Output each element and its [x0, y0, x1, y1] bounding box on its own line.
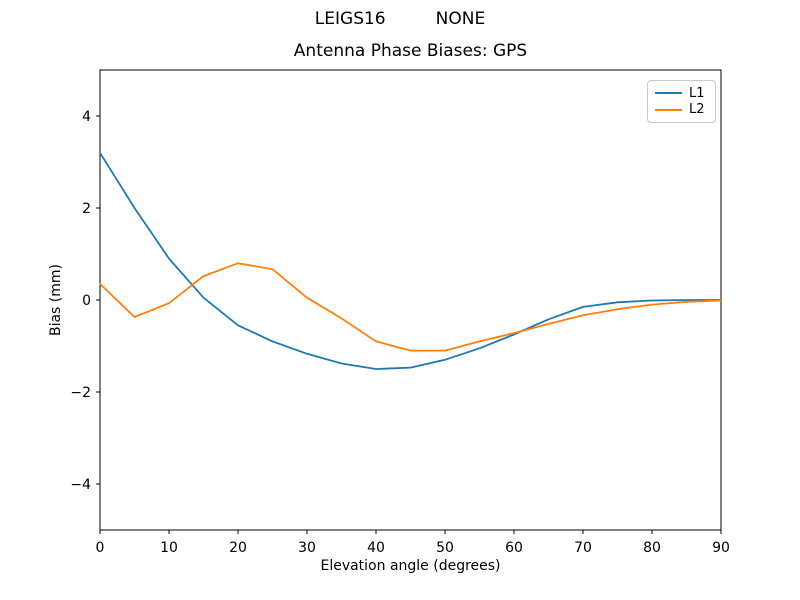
- x-tick-label: 90: [712, 540, 730, 556]
- y-tick-label: 2: [82, 201, 91, 217]
- x-tick-label: 0: [96, 540, 105, 556]
- y-tick-label: 4: [82, 109, 91, 125]
- x-tick-label: 80: [643, 540, 661, 556]
- legend-label-l2: L2: [689, 102, 705, 118]
- suptitle-station: LEIGS16: [314, 9, 386, 29]
- x-tick-label: 30: [298, 540, 316, 556]
- axes-title: Antenna Phase Biases: GPS: [293, 41, 528, 61]
- l2-line-swatch: [655, 108, 682, 111]
- legend-item-l1: L1: [655, 85, 708, 102]
- x-tick-label: 60: [505, 540, 523, 556]
- legend-item-l2: L2: [655, 102, 708, 119]
- y-axis-label: Bias (mm): [48, 263, 64, 337]
- l1-line-swatch: [655, 92, 682, 95]
- suptitle-solution: NONE: [435, 9, 486, 29]
- x-axis-label: Elevation angle (degrees): [320, 558, 501, 574]
- figure-suptitle: LEIGS16 NONE: [0, 9, 800, 29]
- x-tick-label: 20: [229, 540, 247, 556]
- y-tick-label: −2: [70, 385, 91, 401]
- legend-label-l1: L1: [689, 85, 705, 101]
- y-tick-label: 0: [82, 293, 91, 309]
- series-line-l2: [99, 262, 722, 352]
- x-tick-label: 50: [436, 540, 454, 556]
- x-tick-label: 40: [367, 540, 385, 556]
- x-tick-label: 70: [574, 540, 592, 556]
- y-tick-label: −4: [70, 477, 91, 493]
- x-tick-label: 10: [160, 540, 178, 556]
- series-line-l1: [99, 151, 722, 370]
- legend: L1 L2: [647, 80, 716, 123]
- axes-spines: [99, 69, 722, 531]
